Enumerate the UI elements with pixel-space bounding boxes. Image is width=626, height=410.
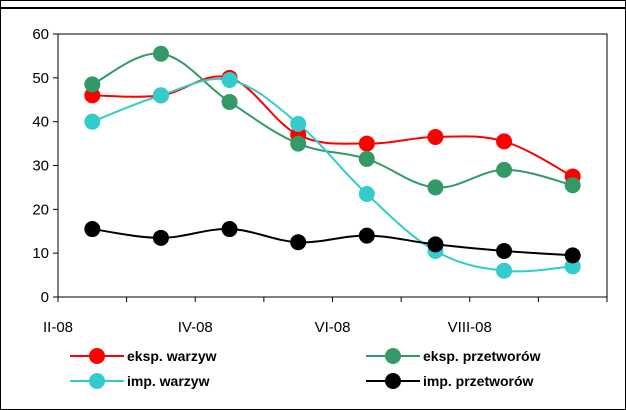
y-tick-label: 10 xyxy=(32,245,49,262)
data-point-s1-7 xyxy=(564,177,581,194)
data-point-s2-2 xyxy=(221,72,238,89)
data-point-s0-5 xyxy=(427,129,444,146)
data-point-s0-4 xyxy=(358,135,375,152)
data-point-s3-3 xyxy=(290,234,307,251)
y-tick-label: 60 xyxy=(32,26,49,43)
data-point-s2-7 xyxy=(564,258,581,275)
data-point-s1-1 xyxy=(152,45,169,62)
legend-label-0: eksp. warzyw xyxy=(127,348,217,364)
data-point-s3-4 xyxy=(358,227,375,244)
series-line-2 xyxy=(91,77,573,273)
data-point-s3-2 xyxy=(221,221,238,238)
plot-area xyxy=(57,33,608,298)
data-point-s2-4 xyxy=(358,185,375,202)
y-tick-label: 0 xyxy=(41,289,49,306)
data-point-s2-6 xyxy=(496,262,513,279)
series-markers xyxy=(84,45,581,279)
legend-label-2: imp. warzyw xyxy=(127,373,210,389)
data-point-s2-3 xyxy=(290,115,307,132)
y-tick-label: 30 xyxy=(32,158,49,175)
data-point-s3-6 xyxy=(496,242,513,259)
y-tick-label: 50 xyxy=(32,70,49,87)
top-border-line xyxy=(0,7,626,9)
x-tick-label: VIII-08 xyxy=(448,319,492,336)
data-point-s2-0 xyxy=(84,113,101,130)
legend: eksp. warzyw eksp. przetworów imp. warzyw i… xyxy=(70,348,541,389)
legend-label-1: eksp. przetworów xyxy=(423,348,541,364)
legend-marker-1 xyxy=(385,348,401,364)
legend-marker-3 xyxy=(385,373,401,389)
axes: 0 10 20 30 40 50 60 II-08 IV-08 VI-08 VIII-08 xyxy=(32,26,608,336)
data-point-s1-5 xyxy=(427,179,444,196)
data-point-s3-5 xyxy=(427,236,444,253)
y-tick-label: 20 xyxy=(32,201,49,218)
x-tick-label: II-08 xyxy=(43,319,73,336)
data-point-s0-6 xyxy=(496,133,513,150)
legend-marker-0 xyxy=(89,348,105,364)
legend-label-3: imp. przetworów xyxy=(423,373,534,389)
data-point-s0-0 xyxy=(84,87,101,104)
x-tick-label: VI-08 xyxy=(315,319,351,336)
data-point-s3-7 xyxy=(564,247,581,264)
data-point-s3-0 xyxy=(84,221,101,238)
data-point-s1-4 xyxy=(358,150,375,167)
legend-marker-2 xyxy=(89,373,105,389)
x-tick-label: IV-08 xyxy=(178,319,213,336)
data-point-s1-2 xyxy=(221,93,238,110)
data-point-s2-1 xyxy=(152,87,169,104)
data-point-s1-3 xyxy=(290,135,307,152)
y-tick-label: 40 xyxy=(32,114,49,131)
data-point-s3-1 xyxy=(152,229,169,246)
data-point-s1-0 xyxy=(84,76,101,93)
data-point-s1-6 xyxy=(496,161,513,178)
